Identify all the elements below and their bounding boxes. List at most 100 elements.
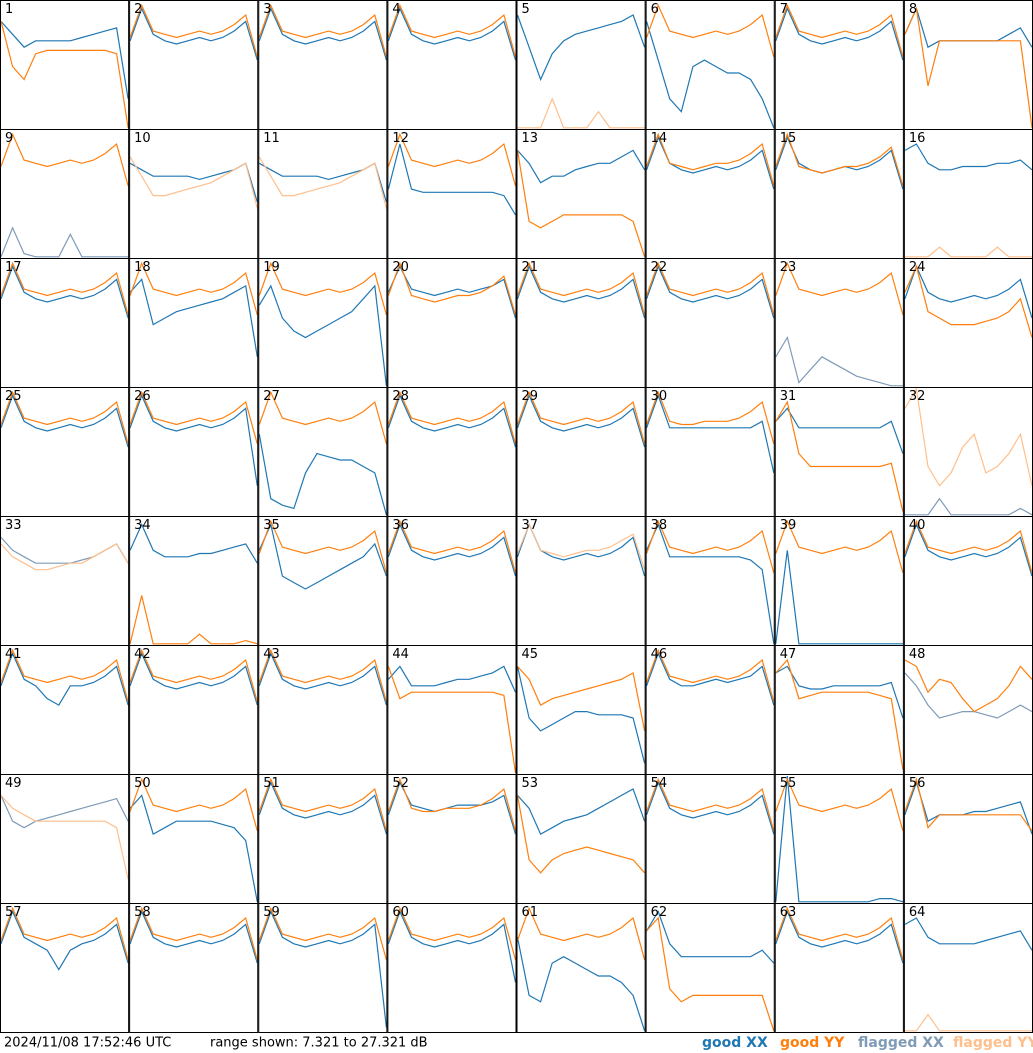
spectrum-line [258,156,387,209]
spectrum-line [517,97,645,129]
panel-border [387,903,517,1033]
spectrum-line [258,434,387,515]
panel-title: 53 [522,776,539,791]
panel-title: 48 [909,647,926,662]
spectrum-line [0,226,129,258]
panel-title: 28 [392,389,409,404]
spectrum-line [387,780,517,835]
panel-title: 55 [780,776,797,791]
panel-title: 36 [392,518,409,533]
spectrum-line [646,648,775,703]
spectrum-line [516,795,646,874]
spectrum-line [904,917,1033,951]
range-label: range shown: 7.321 to 27.321 dB [210,1036,428,1051]
panel-title: 30 [651,389,668,404]
spectrum-line [775,665,904,719]
panel-title: 3 [263,2,271,17]
panel-title: 33 [5,518,22,533]
panel-border [645,645,775,775]
spectrum-line [0,261,129,316]
panel-title: 25 [5,389,22,404]
panel-title: 56 [909,776,926,791]
panel-border [903,129,1033,259]
spectrum-line [129,794,258,902]
panel-border [129,387,259,517]
spectrum-line [129,390,258,445]
panel-title: 40 [909,518,926,533]
panel-border [129,774,259,904]
spectrum-line [516,522,646,570]
panel-title: 62 [651,905,668,920]
panel-title: 15 [780,131,797,146]
spectrum-line [129,278,258,357]
spectrum-line [387,522,517,577]
spectrum-line [258,6,387,61]
panel-title: 4 [392,2,400,17]
panel-title: 42 [134,647,151,662]
spectrum-line [129,595,258,645]
spectrum-line [387,393,517,448]
spectrum-line [387,777,517,832]
spectrum-line [775,658,904,770]
spectrum-line [904,522,1033,577]
panel-title: 12 [392,131,409,146]
panel-border [645,129,775,259]
panel-title: 31 [780,389,797,404]
spectrum-line [904,1013,1032,1032]
panel-border [516,129,646,259]
panel-border [516,0,646,130]
legend-entry: flagged YY [953,1035,1033,1051]
spectrum-line [517,788,646,835]
spectrum-line [646,264,775,319]
spectrum-line [904,387,1033,487]
spectrum-line [516,261,646,316]
spectrum-line [129,777,258,832]
panel-title: 60 [392,905,409,920]
panel-title: 22 [651,260,668,275]
spectrum-line [129,651,258,706]
spectrum-line [0,795,129,829]
spectrum-line [904,246,1032,258]
panel-title: 51 [263,776,280,791]
panel-border [387,774,517,904]
panel-border [903,0,1033,130]
spectrum-line [258,648,387,703]
spectrum-line [387,3,517,58]
spectrum-line [258,909,387,1028]
spectrum-line [904,672,1033,719]
spectrum-line [258,906,387,961]
spectrum-line [904,659,1033,713]
panel-title: 37 [522,518,539,533]
legend-entry: good YY [780,1035,845,1051]
panel-title: 32 [909,389,926,404]
panel-border [516,903,646,1033]
spectrum-line [129,6,258,61]
panel-border [903,387,1033,517]
spectrum-line [775,777,904,832]
panel-title: 26 [134,389,151,404]
panel-title: 52 [392,776,409,791]
panel-title: 27 [263,389,280,404]
spectrum-line [646,777,775,832]
timestamp: 2024/11/08 17:52:46 UTC [4,1036,171,1051]
panel-title: 5 [522,2,530,17]
panel-title: 23 [780,260,797,275]
spectrum-line [129,261,258,316]
panel-title: 46 [651,647,668,662]
spectrum-line [517,149,646,184]
spectrum-line [129,648,258,703]
panel-border [387,258,517,388]
spectrum-line [516,393,646,448]
spectrum-line [904,143,1033,171]
spectrum-line [904,777,1033,832]
panel-border [645,258,775,388]
panel-border [129,903,259,1033]
panel-border [516,774,646,904]
panel-title: 18 [134,260,151,275]
panel-title: 41 [5,647,22,662]
spectrum-line [258,780,387,835]
spectrum-line [0,393,129,448]
spectrum-line [646,910,775,964]
panel-title: 49 [5,776,22,791]
